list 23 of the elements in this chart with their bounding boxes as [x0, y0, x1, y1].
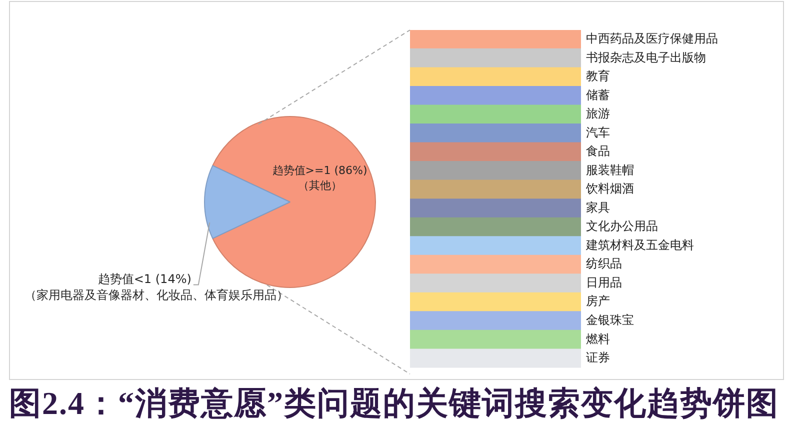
y-tick-label: 纺织品 — [586, 256, 622, 271]
y-tick-label: 教育 — [586, 69, 610, 84]
slice-label: 趋势值>=1 (86%) — [272, 164, 368, 178]
y-tick-label: 文化办公用品 — [586, 219, 658, 234]
slice-label: 趋势值<1 (14%) — [98, 272, 192, 286]
y-tick-label: 饮料烟酒 — [585, 182, 634, 196]
text: （家用电器及音像器材、化妆品、体育娱乐用品） — [24, 288, 289, 302]
y-tick-label: 旅游 — [586, 106, 610, 121]
y-tick-label: 日用品 — [586, 275, 622, 290]
text: 图2.4：“消费意愿”类问题的关键词搜索变化趋势饼图 — [8, 384, 780, 423]
y-tick-label: 书报杂志及电子出版物 — [586, 50, 706, 64]
y-tick-label: 房产 — [586, 294, 610, 308]
y-tick-label: 储蓄 — [586, 88, 610, 102]
y-tick-label: 燃料 — [586, 332, 610, 346]
y-tick-label: 证券 — [586, 350, 610, 365]
y-tick-label: 服装鞋帽 — [586, 162, 634, 177]
y-tick-label: 汽车 — [586, 125, 610, 140]
y-tick-label: 家具 — [586, 200, 610, 214]
y-tick-label: 建筑材料及五金电料 — [585, 238, 694, 252]
y-tick-label: 中西药品及医疗保健用品 — [586, 32, 718, 46]
y-tick-label: 金银珠宝 — [586, 313, 634, 328]
y-tick-label: 食品 — [586, 144, 610, 158]
text: （其他） — [298, 179, 342, 192]
